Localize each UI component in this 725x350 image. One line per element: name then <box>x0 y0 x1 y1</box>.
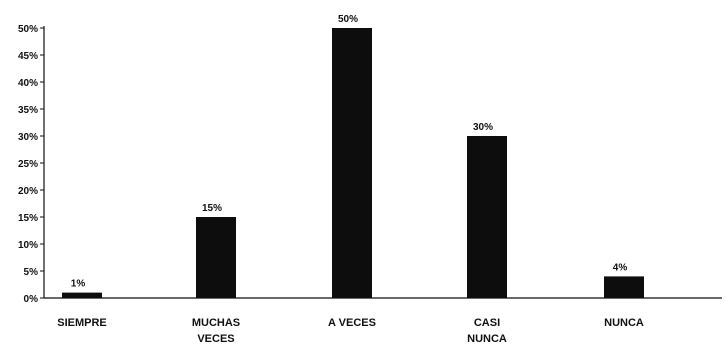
y-tick-label: 50% <box>18 24 38 35</box>
y-tick-label: 45% <box>18 51 38 62</box>
y-axis: 0% 5% 10% 15% 20% 25% 30% 35% 40% 45% 50% <box>18 24 45 305</box>
category-label: MUCHAS VECES <box>192 317 240 345</box>
category-label: NUNCA <box>604 317 644 329</box>
y-tick-label: 35% <box>18 105 38 116</box>
data-label: 30% <box>473 122 493 133</box>
bar <box>604 276 644 298</box>
y-tick-label: 0% <box>24 294 39 305</box>
category-labels: SIEMPRE MUCHAS VECES A VECES CASI NUNCA NUNCA <box>57 317 644 345</box>
y-tick-label: 5% <box>24 267 39 278</box>
data-label: 4% <box>613 262 628 273</box>
data-labels: 1% 15% 50% 30% 4% <box>71 14 628 290</box>
y-tick-label: 30% <box>18 132 38 143</box>
category-label: CASI NUNCA <box>467 317 507 345</box>
category-label: A VECES <box>328 317 376 329</box>
y-tick-label: 20% <box>18 186 38 197</box>
bar <box>196 217 236 298</box>
bar <box>332 28 372 298</box>
data-label: 50% <box>338 14 358 25</box>
y-tick-label: 15% <box>18 213 38 224</box>
data-label: 1% <box>71 279 86 290</box>
y-tick-label: 10% <box>18 240 38 251</box>
bars <box>62 28 644 298</box>
bar <box>467 136 507 298</box>
y-tick-label: 25% <box>18 159 38 170</box>
y-tick-label: 40% <box>18 78 38 89</box>
bar <box>62 292 102 298</box>
category-label: SIEMPRE <box>57 317 107 329</box>
data-label: 15% <box>202 203 222 214</box>
